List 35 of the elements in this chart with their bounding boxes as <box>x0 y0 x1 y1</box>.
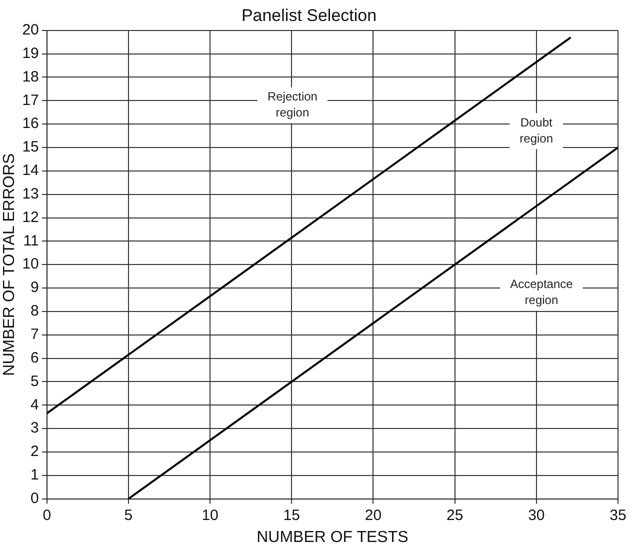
x-tick-label: 0 <box>42 506 52 524</box>
x-tick-label: 5 <box>124 506 133 524</box>
y-tick-label: 3 <box>30 420 39 437</box>
y-tick-label: 16 <box>22 115 39 132</box>
x-tick-label: 35 <box>610 506 626 524</box>
x-axis-title: NUMBER OF TESTS <box>256 528 408 546</box>
y-tick-label: 5 <box>30 372 39 390</box>
y-tick-label: 7 <box>30 326 39 343</box>
annotation: Acceptance region <box>510 277 574 308</box>
annotation: Doubt region <box>520 115 554 146</box>
y-tick-label: 20 <box>22 22 39 39</box>
y-tick-label: 2 <box>30 443 39 460</box>
chart-title: Panelist Selection <box>241 6 377 25</box>
y-tick-label: 9 <box>30 279 39 296</box>
x-tick-label: 30 <box>528 506 545 524</box>
x-tick-label: 15 <box>283 506 300 524</box>
x-tick-label: 10 <box>202 506 218 524</box>
x-tick-label: 25 <box>446 506 464 524</box>
x-tick-label: 20 <box>364 506 382 524</box>
y-tick-label: 1 <box>30 466 39 484</box>
y-tick-label: 19 <box>22 44 39 62</box>
y-tick-label: 10 <box>22 256 39 273</box>
y-tick-label: 0 <box>30 490 39 507</box>
y-tick-label: 6 <box>30 349 39 366</box>
y-tick-label: 15 <box>22 138 39 156</box>
y-axis-title: NUMBER OF TOTAL ERRORS <box>1 153 18 376</box>
y-tick-label: 12 <box>22 208 39 226</box>
y-tick-label: 14 <box>22 162 39 180</box>
y-tick-label: 17 <box>22 92 39 109</box>
annotation: Rejection region <box>267 90 318 120</box>
y-tick-label: 11 <box>23 232 39 250</box>
y-tick-label: 18 <box>22 68 39 86</box>
y-tick-label: 8 <box>30 302 39 320</box>
y-tick-label: 4 <box>30 396 39 414</box>
y-tick-label: 13 <box>22 185 39 202</box>
